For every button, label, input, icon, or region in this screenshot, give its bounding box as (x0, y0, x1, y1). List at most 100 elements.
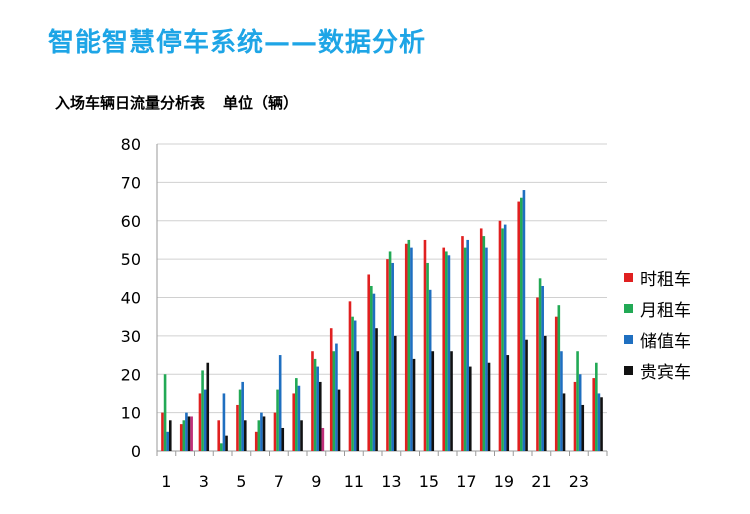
bar-series-3-cat-8 (300, 420, 303, 451)
bar-series-2-cat-1 (166, 431, 169, 451)
page-title: 智能智慧停车系统——数据分析 (48, 28, 427, 58)
x-tick-label: 21 (531, 472, 551, 491)
bar-series-2-cat-11 (353, 320, 357, 451)
bar-series-2-cat-6 (260, 412, 263, 451)
bar-series-1-cat-21 (538, 278, 542, 451)
bar-series-2-cat-9 (316, 366, 319, 451)
bar-series-3-cat-3 (206, 362, 210, 451)
bar-series-1-cat-4 (220, 443, 223, 451)
chart-legend: 时租车 月租车 储值车 贵宾车 (624, 262, 691, 386)
bar-series-0-cat-7 (273, 412, 277, 451)
bar-series-2-cat-8 (297, 385, 301, 451)
bar-series-2-cat-7 (278, 355, 282, 451)
bar-series-0-cat-1 (161, 412, 164, 451)
legend-item-vip: 贵宾车 (624, 355, 691, 386)
bar-series-0-cat-2 (179, 424, 183, 451)
bar-series-3-cat-5 (243, 420, 247, 451)
bar-series-2-cat-15 (428, 289, 432, 451)
bar-series-1-cat-8 (295, 378, 298, 451)
bar-series-1-cat-15 (426, 262, 429, 451)
legend-swatch-stored-value (624, 335, 633, 344)
x-tick-label: 5 (236, 472, 246, 491)
bar-series-3-cat-4 (225, 435, 228, 451)
bar-series-3-cat-9 (318, 381, 322, 451)
x-tick-label: 9 (311, 472, 321, 491)
bar-series-0-cat-15 (423, 239, 427, 451)
chart-unit-label: 单位（辆） (223, 94, 299, 112)
bar-series-0-cat-20 (517, 201, 521, 451)
bar-series-0-cat-4 (217, 420, 221, 451)
bar-series-1-cat-14 (407, 239, 411, 451)
bar-series-3-cat-21 (543, 335, 547, 451)
y-tick-label: 20 (121, 365, 141, 384)
bar-series-2-cat-22 (560, 351, 563, 451)
bar-series-0-cat-8 (292, 393, 296, 451)
bar-series-0-cat-13 (386, 259, 389, 451)
legend-swatch-hourly (624, 273, 633, 282)
bar-series-0-cat-21 (536, 297, 539, 451)
y-tick-label: 80 (121, 135, 141, 154)
bar-series-3-cat-6 (262, 416, 266, 451)
bar-series-1-cat-13 (388, 251, 392, 451)
bar-series-3-cat-13 (393, 335, 397, 451)
bar-series-2-cat-20 (522, 190, 526, 452)
bar-series-1-cat-3 (201, 370, 204, 451)
bar-series-2-cat-14 (410, 247, 413, 451)
y-tick-label: 0 (131, 442, 141, 461)
bar-series-2-cat-21 (541, 285, 544, 451)
bar-series-3-cat-17 (468, 366, 472, 451)
bar-series-2-cat-13 (391, 262, 394, 451)
legend-label-monthly: 月租车 (640, 301, 691, 321)
bar-series-0-cat-3 (198, 393, 202, 451)
bar-series-3-cat-24 (600, 397, 603, 451)
bar-series-2-cat-18 (485, 247, 488, 451)
x-tick-label: 17 (456, 472, 476, 491)
bar-series-2-cat-12 (372, 293, 376, 451)
bar-series-3-cat-10 (337, 389, 341, 451)
bar-series-3-cat-22 (562, 393, 566, 451)
bar-series-1-cat-23 (576, 351, 579, 451)
bar-series-0-cat-17 (461, 236, 464, 451)
extra-bar-cat-9 (321, 427, 325, 451)
bar-series-1-cat-22 (557, 305, 561, 451)
bar-series-1-cat-17 (463, 247, 467, 451)
legend-label-vip: 贵宾车 (640, 363, 691, 383)
bar-series-3-cat-20 (525, 339, 528, 451)
bar-series-3-cat-12 (375, 328, 378, 451)
x-tick-label: 3 (199, 472, 209, 491)
bar-series-2-cat-19 (503, 224, 507, 451)
legend-item-monthly: 月租车 (624, 293, 691, 324)
bar-series-1-cat-20 (520, 197, 523, 451)
bar-series-0-cat-24 (592, 378, 596, 451)
bar-series-1-cat-5 (238, 389, 242, 451)
legend-item-hourly: 时租车 (624, 262, 691, 293)
bar-series-1-cat-16 (445, 251, 448, 451)
x-tick-label: 13 (381, 472, 401, 491)
legend-swatch-monthly (624, 304, 633, 313)
bar-series-0-cat-18 (479, 228, 483, 451)
bar-series-1-cat-19 (501, 228, 504, 451)
bar-series-3-cat-7 (281, 427, 285, 451)
legend-label-stored-value: 储值车 (640, 332, 691, 352)
bar-series-0-cat-23 (573, 381, 577, 451)
bar-series-0-cat-19 (498, 220, 502, 451)
y-tick-label: 30 (121, 327, 141, 346)
bar-series-3-cat-18 (487, 362, 491, 451)
bar-series-2-cat-10 (335, 343, 338, 451)
bar-series-3-cat-23 (581, 404, 585, 451)
x-tick-label: 11 (344, 472, 364, 491)
legend-swatch-vip (624, 366, 633, 375)
bar-series-3-cat-1 (168, 420, 172, 451)
bar-series-1-cat-24 (595, 362, 598, 451)
bar-series-2-cat-24 (597, 393, 601, 451)
x-tick-label: 23 (569, 472, 589, 491)
x-tick-label: 19 (494, 472, 514, 491)
bar-series-2-cat-17 (466, 239, 469, 451)
bar-series-0-cat-5 (236, 404, 239, 451)
bar-series-0-cat-10 (329, 328, 333, 451)
x-tick-label: 1 (161, 472, 171, 491)
bar-series-3-cat-2 (187, 416, 191, 451)
bar-series-3-cat-19 (506, 355, 510, 451)
y-tick-label: 40 (121, 289, 141, 308)
